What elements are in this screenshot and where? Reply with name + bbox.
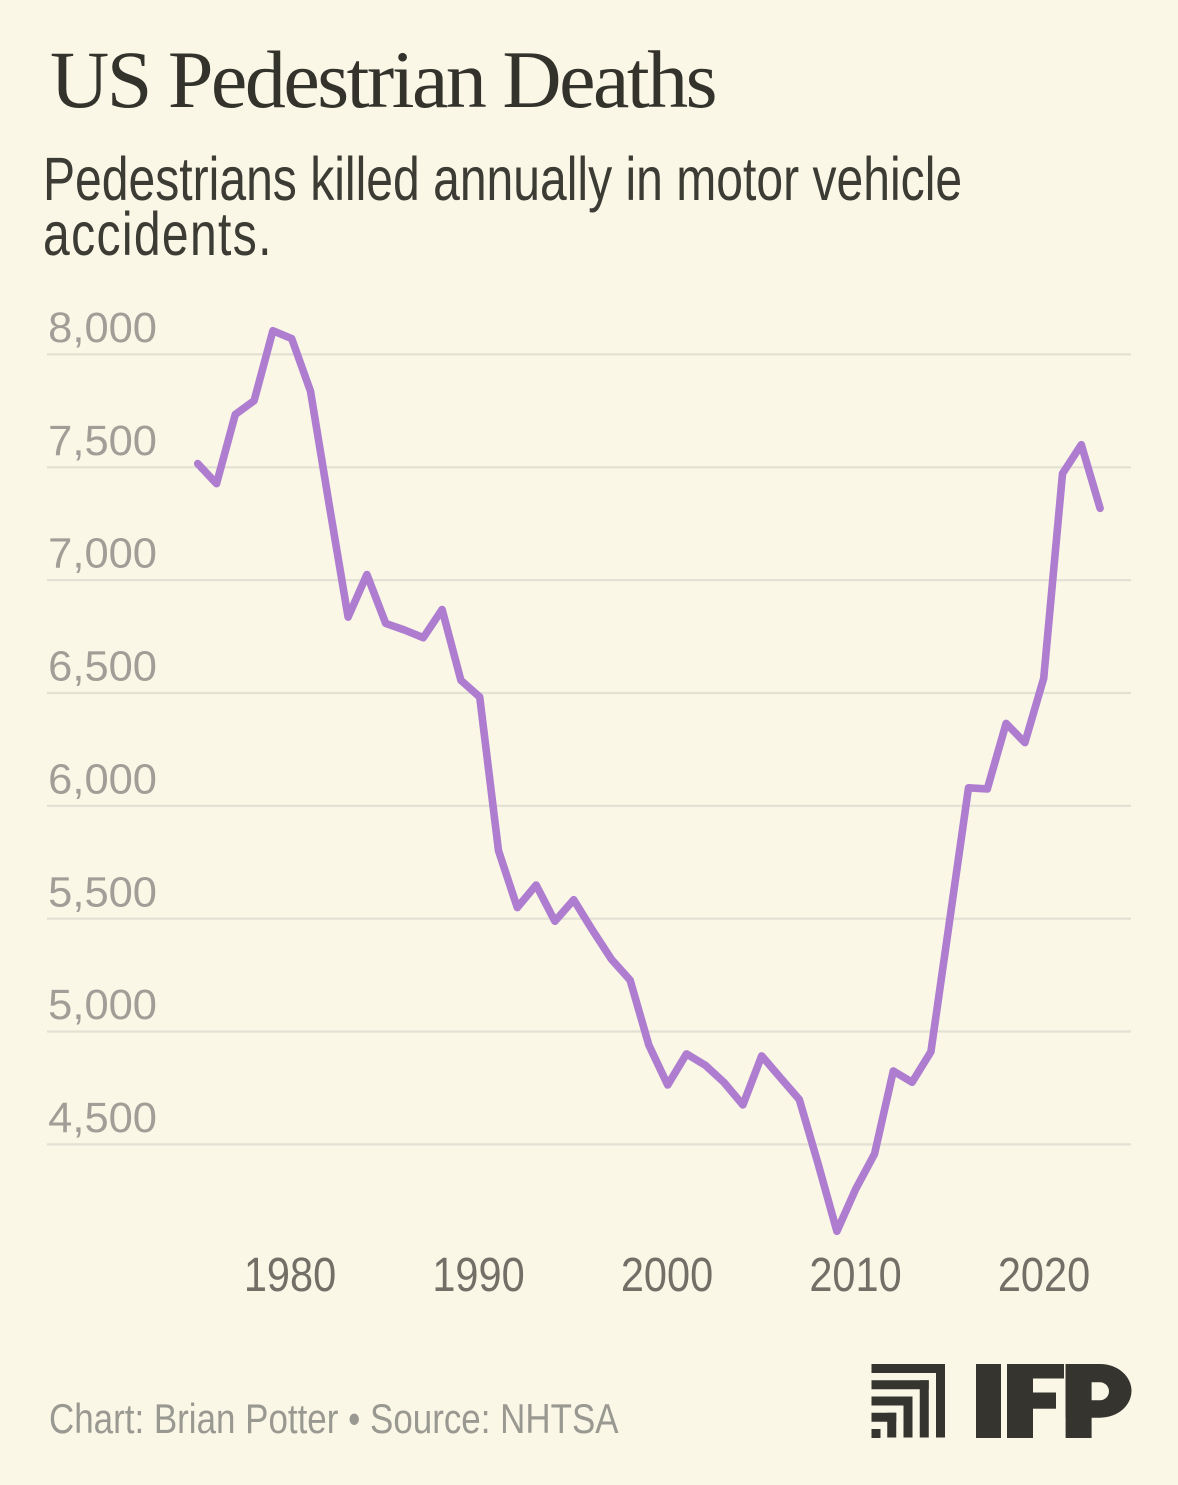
svg-text:2000: 2000 xyxy=(621,1248,713,1302)
svg-text:4,500: 4,500 xyxy=(48,1095,157,1142)
svg-text:5,000: 5,000 xyxy=(48,982,157,1029)
svg-text:6,500: 6,500 xyxy=(48,644,157,691)
svg-text:2020: 2020 xyxy=(998,1248,1090,1302)
svg-text:6,000: 6,000 xyxy=(48,756,157,803)
svg-text:7,500: 7,500 xyxy=(48,418,157,465)
svg-text:2010: 2010 xyxy=(809,1248,901,1302)
svg-text:7,000: 7,000 xyxy=(48,531,157,578)
svg-text:1980: 1980 xyxy=(244,1248,336,1302)
svg-text:5,500: 5,500 xyxy=(48,869,157,916)
svg-text:1990: 1990 xyxy=(432,1248,524,1302)
svg-text:8,000: 8,000 xyxy=(48,305,157,352)
